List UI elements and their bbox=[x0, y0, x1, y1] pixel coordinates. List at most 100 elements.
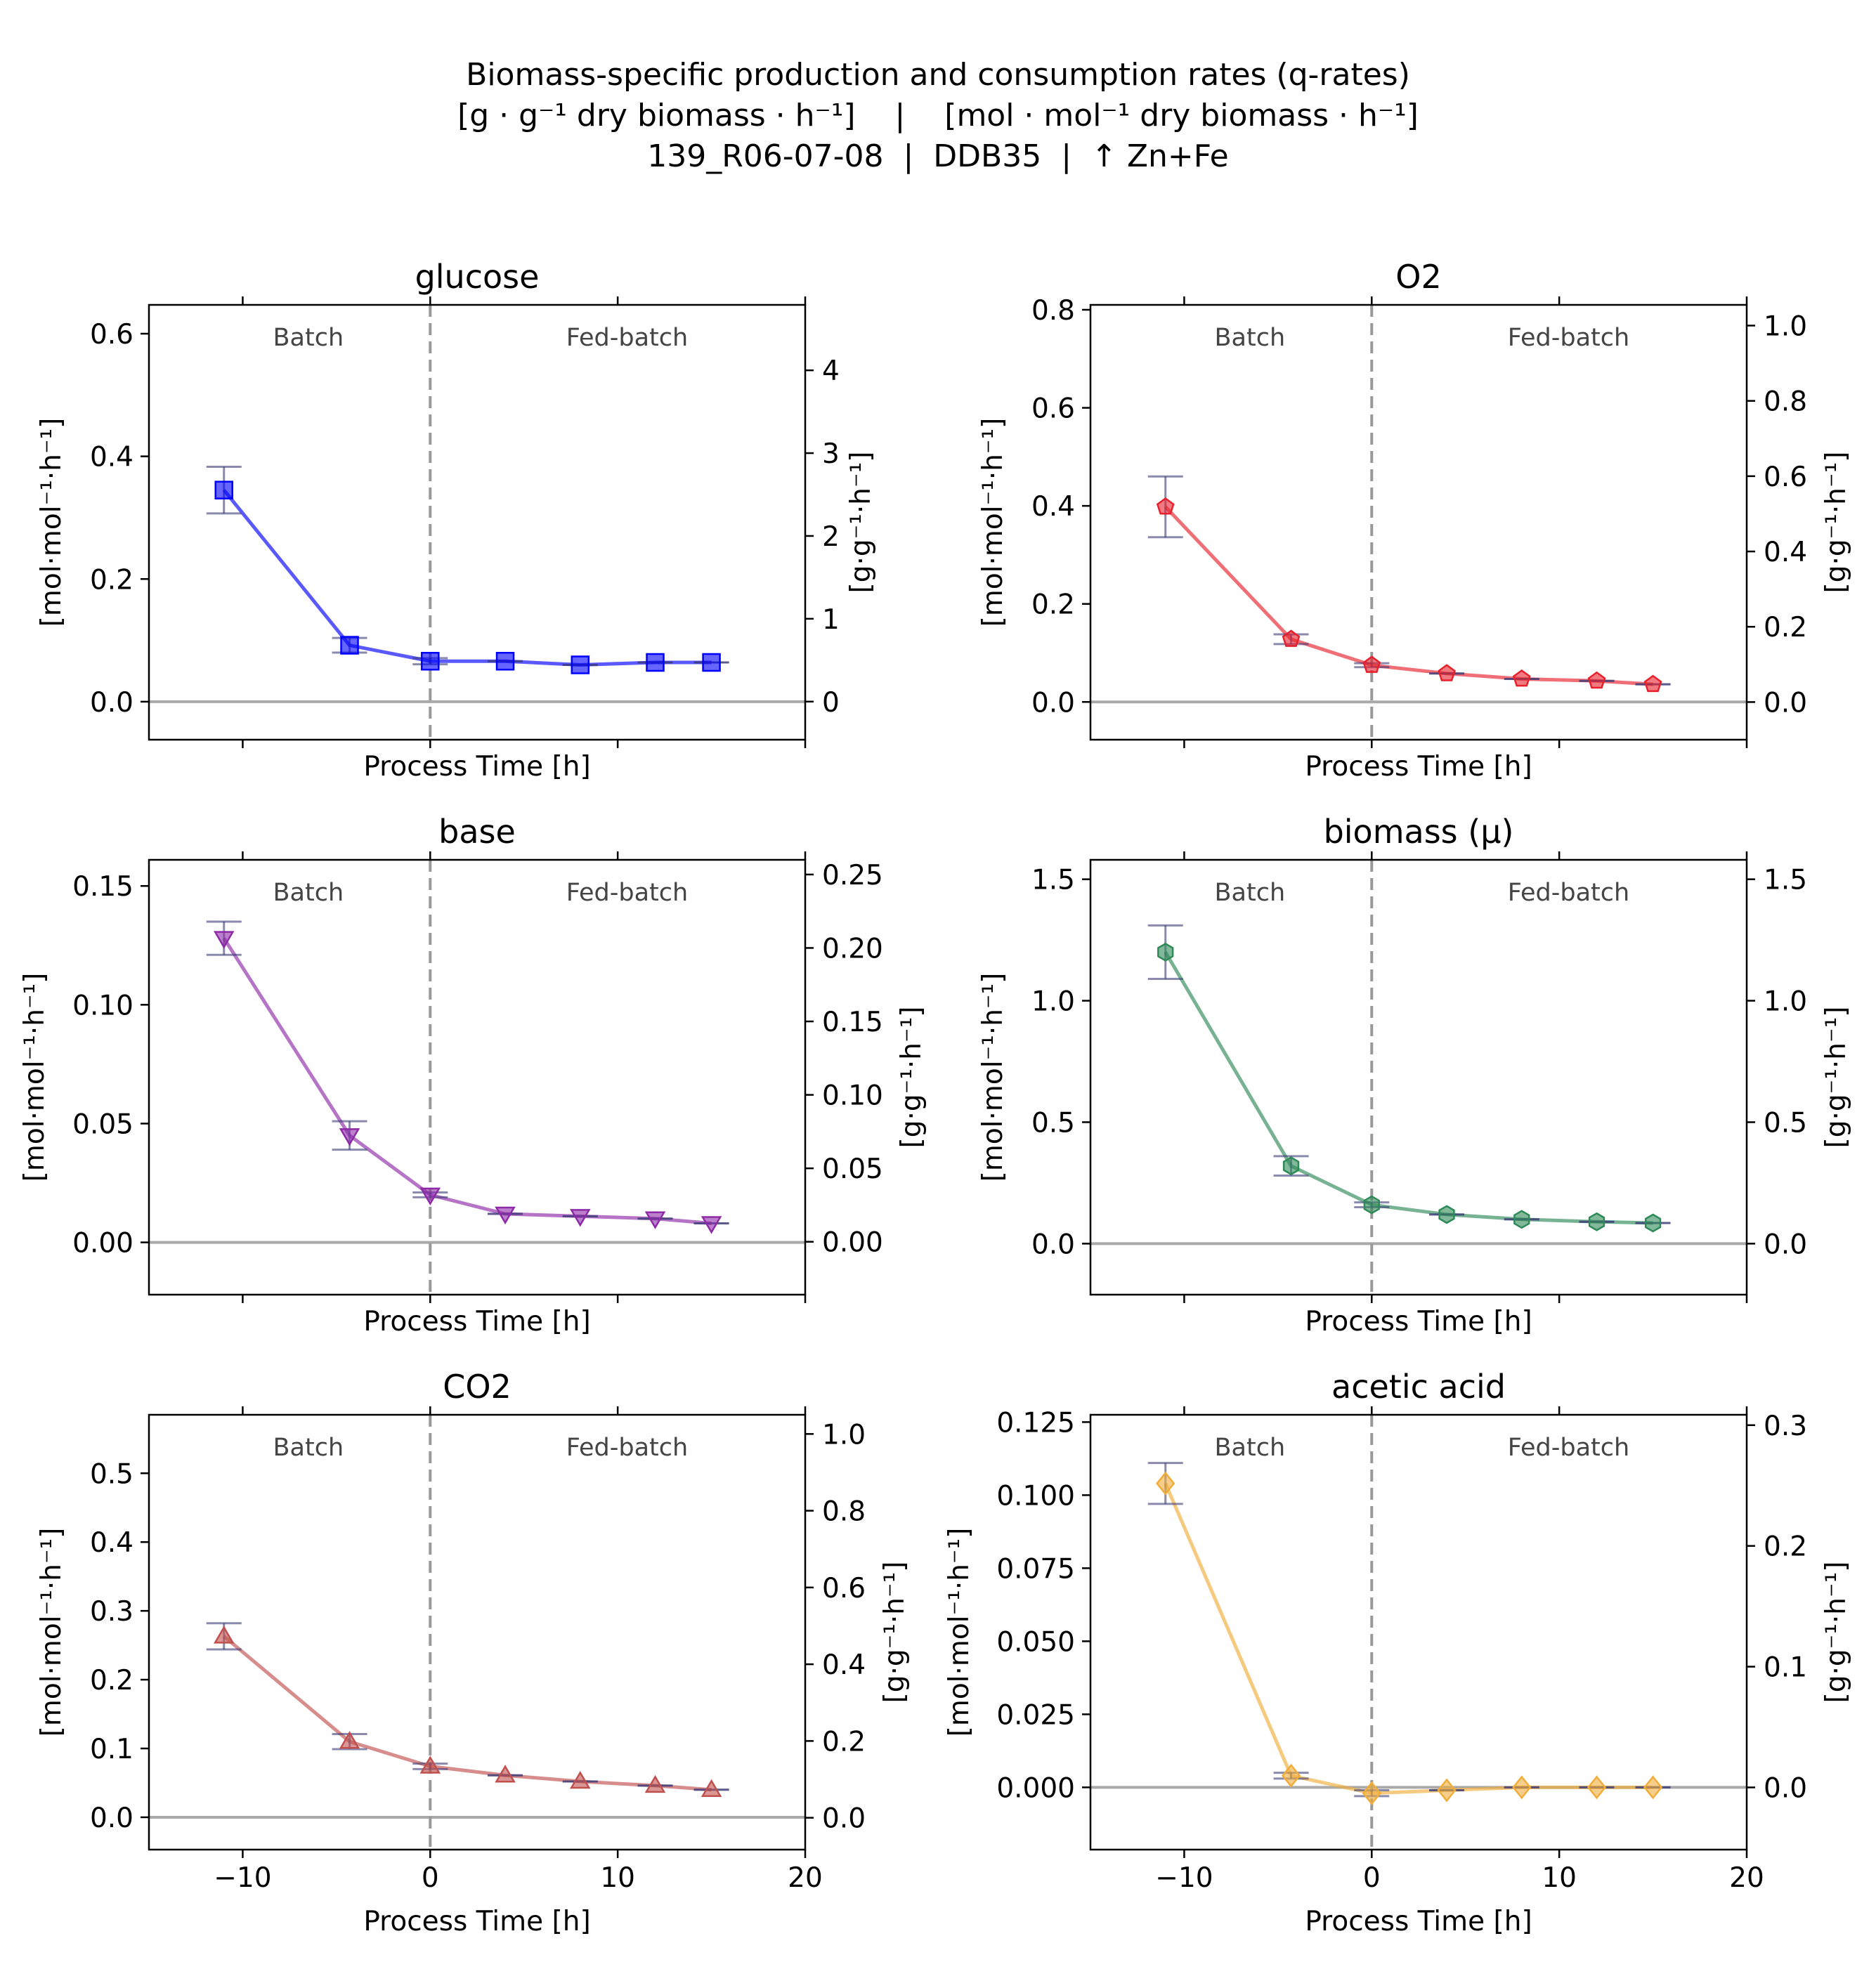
chart-title: acetic acid bbox=[1331, 1368, 1506, 1406]
series-line bbox=[1164, 505, 1653, 686]
y-tick-label: 0.3 bbox=[90, 1596, 133, 1628]
x-axis-label: Process Time [h] bbox=[363, 751, 590, 783]
chart-title: CO2 bbox=[443, 1368, 512, 1406]
y-tick-label: 0.00 bbox=[72, 1228, 133, 1260]
y-tick-label-right: 0.20 bbox=[822, 933, 883, 964]
data-point bbox=[1438, 1205, 1455, 1224]
y-tick-label: 0.000 bbox=[996, 1772, 1075, 1804]
data-point bbox=[1362, 1781, 1381, 1805]
axes-frame bbox=[148, 858, 807, 1296]
y-axis-label-right: [g·g⁻¹·h⁻¹] bbox=[845, 452, 877, 594]
y-tick-label: 0.15 bbox=[72, 871, 133, 903]
axes-frame bbox=[148, 303, 807, 741]
data-point bbox=[701, 1216, 722, 1234]
chart-panel-1: Batch Fed-batch 0.0 0.2 0.4 0.6 0 1 2 3 4 glucose Pr… bbox=[36, 258, 877, 783]
y-tick-label: 0.2 bbox=[90, 1665, 133, 1696]
data-point bbox=[571, 655, 590, 674]
y-tick-label: 0.5 bbox=[90, 1458, 133, 1490]
y-tick-label-right: 1.0 bbox=[1764, 986, 1807, 1018]
y-tick-label-right: 1.5 bbox=[1764, 865, 1807, 896]
y-tick-label: 0.2 bbox=[90, 564, 133, 596]
data-point bbox=[1437, 1778, 1457, 1803]
axes-frame bbox=[1089, 303, 1748, 741]
y-tick-label-right: 0.0 bbox=[822, 1803, 866, 1835]
chart-panel-4: Batch Fed-batch 0.0 0.5 1.0 1.5 0.0 0.5 1.0 1.5 bi… bbox=[977, 813, 1852, 1338]
series-line bbox=[1164, 1482, 1653, 1796]
chart-panel-3: Batch Fed-batch 0.00 0.05 0.10 0.15 0.00 0.05 0.… bbox=[19, 813, 927, 1338]
phase-label-batch: Batch bbox=[273, 879, 344, 907]
data-point bbox=[701, 1779, 722, 1798]
x-tick-label: −10 bbox=[1155, 1862, 1213, 1894]
chart-title: base bbox=[438, 813, 516, 851]
y-tick-label-right: 1.0 bbox=[822, 1419, 866, 1451]
data-point bbox=[1156, 497, 1175, 515]
data-point bbox=[702, 653, 721, 672]
phase-label-batch: Batch bbox=[273, 1434, 344, 1462]
y-tick-label-right: 0.2 bbox=[1764, 1531, 1807, 1563]
y-tick-label-right: 2 bbox=[822, 521, 840, 553]
y-tick-label: 0.8 bbox=[1031, 295, 1075, 327]
chart-panel-5: Batch Fed-batch −10 0 10 20 0.0 0.1 0.2 0.3 0.4 0.5… bbox=[36, 1368, 911, 1937]
x-axis-label: Process Time [h] bbox=[363, 1906, 590, 1937]
data-point bbox=[1643, 674, 1662, 693]
y-axis-label-right: [g·g⁻¹·h⁻¹] bbox=[879, 1562, 911, 1703]
y-axis-label: [mol·mol⁻¹·h⁻¹] bbox=[36, 418, 67, 627]
y-tick-label: 0.5 bbox=[1031, 1107, 1075, 1139]
data-point bbox=[1282, 1156, 1300, 1176]
phase-label-fed-batch: Fed-batch bbox=[566, 324, 688, 352]
y-axis-label-right: [g·g⁻¹·h⁻¹] bbox=[1820, 1007, 1852, 1149]
phase-label-batch: Batch bbox=[1215, 1434, 1286, 1462]
phase-label-batch: Batch bbox=[273, 324, 344, 352]
data-point bbox=[644, 1211, 666, 1229]
data-point bbox=[1587, 1775, 1607, 1800]
x-tick-label: 0 bbox=[1363, 1862, 1381, 1894]
y-tick-label: 0.4 bbox=[90, 1527, 133, 1559]
phase-label-fed-batch: Fed-batch bbox=[1508, 1434, 1629, 1462]
data-point bbox=[1588, 1212, 1605, 1231]
series-line bbox=[223, 1635, 712, 1792]
y-axis-label-right: [g·g⁻¹·h⁻¹] bbox=[1820, 1562, 1852, 1703]
axes-frame bbox=[1089, 858, 1748, 1296]
y-tick-label: 0.05 bbox=[72, 1108, 133, 1140]
y-tick-label-right: 0.8 bbox=[822, 1496, 866, 1528]
y-tick-label-right: 0.25 bbox=[822, 860, 883, 891]
y-tick-label: 0.1 bbox=[90, 1734, 133, 1765]
data-point bbox=[1282, 629, 1301, 647]
x-axis-label: Process Time [h] bbox=[1305, 751, 1532, 783]
y-tick-label: 0.075 bbox=[996, 1553, 1075, 1585]
x-tick-label: 10 bbox=[600, 1862, 635, 1894]
chart-panel-6: Batch Fed-batch −10 0 10 20 0.000 0.025 0.050 0.0… bbox=[944, 1368, 1852, 1937]
y-tick-label: 0.4 bbox=[90, 442, 133, 473]
y-tick-label-right: 0.0 bbox=[1764, 687, 1807, 719]
y-tick-label: 0.4 bbox=[1031, 491, 1075, 523]
y-tick-label-right: 0.05 bbox=[822, 1153, 883, 1185]
data-point bbox=[1587, 671, 1606, 689]
data-point bbox=[569, 1770, 591, 1789]
y-tick-label: 1.5 bbox=[1031, 865, 1075, 896]
y-tick-label: 0.050 bbox=[996, 1626, 1075, 1658]
data-point bbox=[339, 1128, 360, 1146]
data-point bbox=[1512, 669, 1531, 687]
chart-title: biomass (µ) bbox=[1324, 813, 1514, 851]
data-point bbox=[644, 1774, 666, 1793]
phase-label-fed-batch: Fed-batch bbox=[1508, 324, 1629, 352]
data-point bbox=[1644, 1213, 1662, 1233]
data-point bbox=[1438, 664, 1456, 681]
y-tick-label-right: 0.2 bbox=[822, 1726, 866, 1758]
data-point bbox=[1156, 1471, 1175, 1496]
series-line bbox=[222, 937, 712, 1226]
y-tick-label-right: 0.4 bbox=[1764, 537, 1807, 568]
y-tick-label: 0.0 bbox=[1031, 1229, 1075, 1260]
data-point bbox=[340, 636, 359, 655]
phase-label-fed-batch: Fed-batch bbox=[566, 1434, 688, 1462]
chart-title: glucose bbox=[415, 258, 540, 296]
data-point bbox=[419, 1755, 441, 1774]
y-tick-label: 0.10 bbox=[72, 990, 133, 1021]
x-axis-label: Process Time [h] bbox=[1305, 1306, 1532, 1338]
y-tick-label-right: 0.8 bbox=[1764, 386, 1807, 418]
data-point bbox=[646, 653, 665, 672]
y-tick-label-right: 0.6 bbox=[1764, 462, 1807, 493]
y-tick-label-right: 1 bbox=[822, 604, 840, 636]
y-tick-label-right: 0 bbox=[822, 687, 840, 719]
